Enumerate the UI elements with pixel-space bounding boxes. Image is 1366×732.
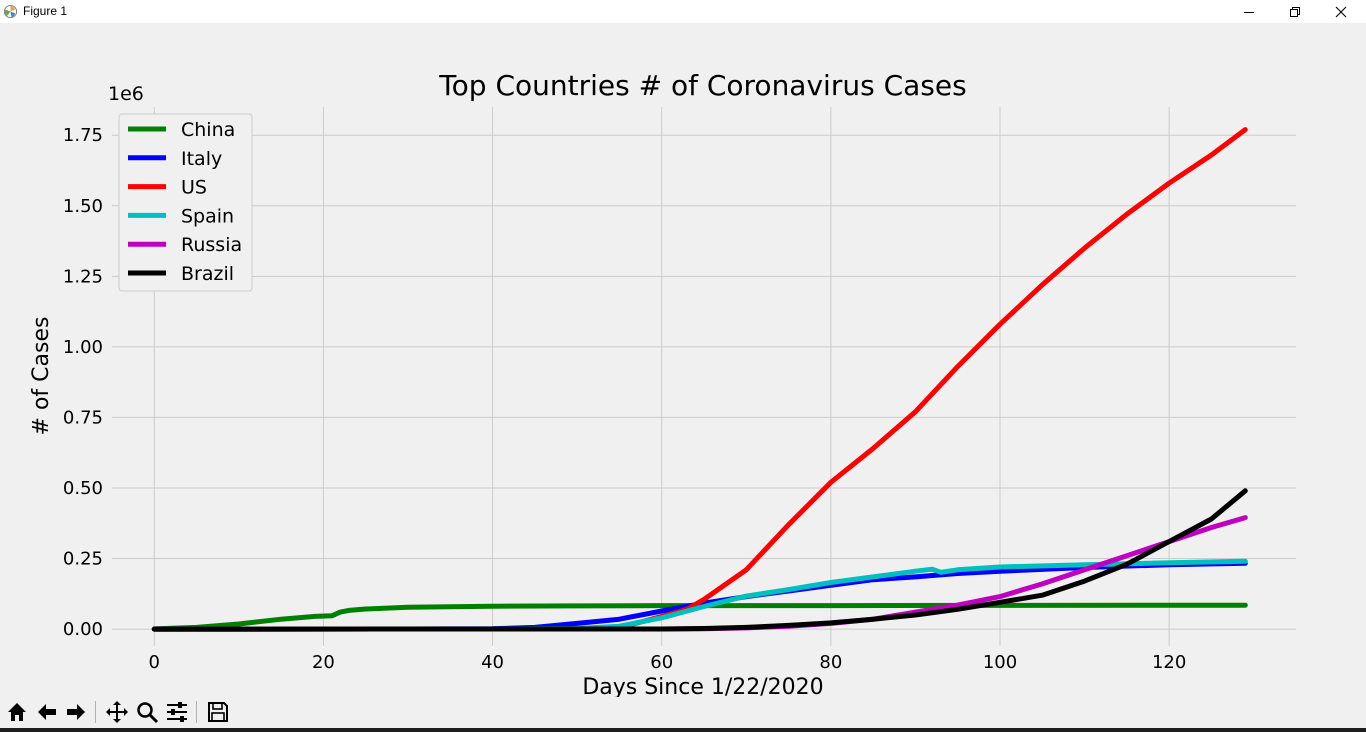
- restore-icon: [1290, 6, 1300, 17]
- y-tick-label: 1.75: [63, 125, 103, 146]
- y-tick-label: 0.50: [63, 478, 103, 499]
- y-tick-label: 0.00: [63, 619, 103, 640]
- x-tick-label: 100: [983, 652, 1017, 673]
- legend: China Italy US Spain Russia Brazil: [118, 113, 253, 292]
- y-tick-label: 1.00: [63, 337, 103, 358]
- taskbar-edge: [0, 728, 1366, 732]
- legend-label-brazil: Brazil: [181, 263, 234, 285]
- series-line-china: [151, 602, 1248, 632]
- chart-title: Top Countries # of Coronavirus Cases: [438, 69, 966, 102]
- x-tick-label: 60: [650, 652, 673, 673]
- x-tick-label: 40: [481, 652, 504, 673]
- zoom-icon: [137, 702, 159, 724]
- close-icon: [1335, 6, 1347, 17]
- back-arrow-icon: [38, 704, 56, 720]
- y-tick-label: 1.25: [63, 266, 103, 287]
- home-button[interactable]: [4, 699, 30, 725]
- tick-labels: 0 20 40 60 80 100 120 0.00 0.25 0.50 0.75 1.00 1.25 1…: [63, 125, 1186, 673]
- pan-icon: [106, 701, 128, 723]
- series-line-russia: [151, 515, 1248, 632]
- x-tick-label: 80: [819, 652, 842, 673]
- legend-label-us: US: [181, 177, 207, 199]
- restore-button[interactable]: [1272, 0, 1318, 23]
- legend-label-russia: Russia: [181, 234, 242, 256]
- y-tick-label: 0.75: [63, 407, 103, 428]
- legend-label-italy: Italy: [181, 148, 222, 170]
- forward-button[interactable]: [63, 699, 89, 725]
- save-button[interactable]: [205, 699, 231, 725]
- navigation-toolbar: [0, 697, 1366, 732]
- y-tick-label: 1.50: [63, 196, 103, 217]
- zoom-button[interactable]: [134, 699, 160, 725]
- x-tick-label: 20: [312, 652, 335, 673]
- y-axis-label: # of Cases: [29, 317, 54, 436]
- toolbar-separator: [196, 701, 197, 723]
- series-line-us: [151, 127, 1248, 632]
- matplotlib-logo-icon: [3, 4, 18, 19]
- legend-label-spain: Spain: [181, 205, 234, 227]
- configure-subplots-button[interactable]: [164, 699, 190, 725]
- series-line-brazil: [151, 488, 1248, 632]
- configure-subplots-icon: [167, 702, 187, 722]
- minimize-button[interactable]: [1226, 0, 1272, 23]
- minimize-icon: [1244, 11, 1254, 13]
- grid-lines: [112, 107, 1296, 646]
- forward-arrow-icon: [67, 704, 85, 720]
- save-icon: [208, 702, 228, 722]
- home-icon: [8, 703, 26, 721]
- back-button[interactable]: [34, 699, 60, 725]
- close-button[interactable]: [1318, 0, 1364, 23]
- series-layer: [151, 127, 1248, 632]
- x-axis-label: Days Since 1/22/2020: [582, 675, 823, 697]
- y-tick-label: 0.25: [63, 549, 103, 570]
- y-offset-label: 1e6: [108, 83, 144, 105]
- toolbar-separator: [95, 701, 96, 723]
- legend-label-china: China: [181, 119, 235, 141]
- window-titlebar: Figure 1: [0, 0, 1366, 23]
- window-title: Figure 1: [23, 4, 68, 18]
- x-tick-label: 120: [1152, 652, 1186, 673]
- pan-button[interactable]: [104, 699, 130, 725]
- figure-canvas: 0 20 40 60 80 100 120 0.00 0.25 0.50 0.75 1.00 1.25 1…: [29, 69, 1296, 697]
- x-tick-label: 0: [149, 652, 160, 673]
